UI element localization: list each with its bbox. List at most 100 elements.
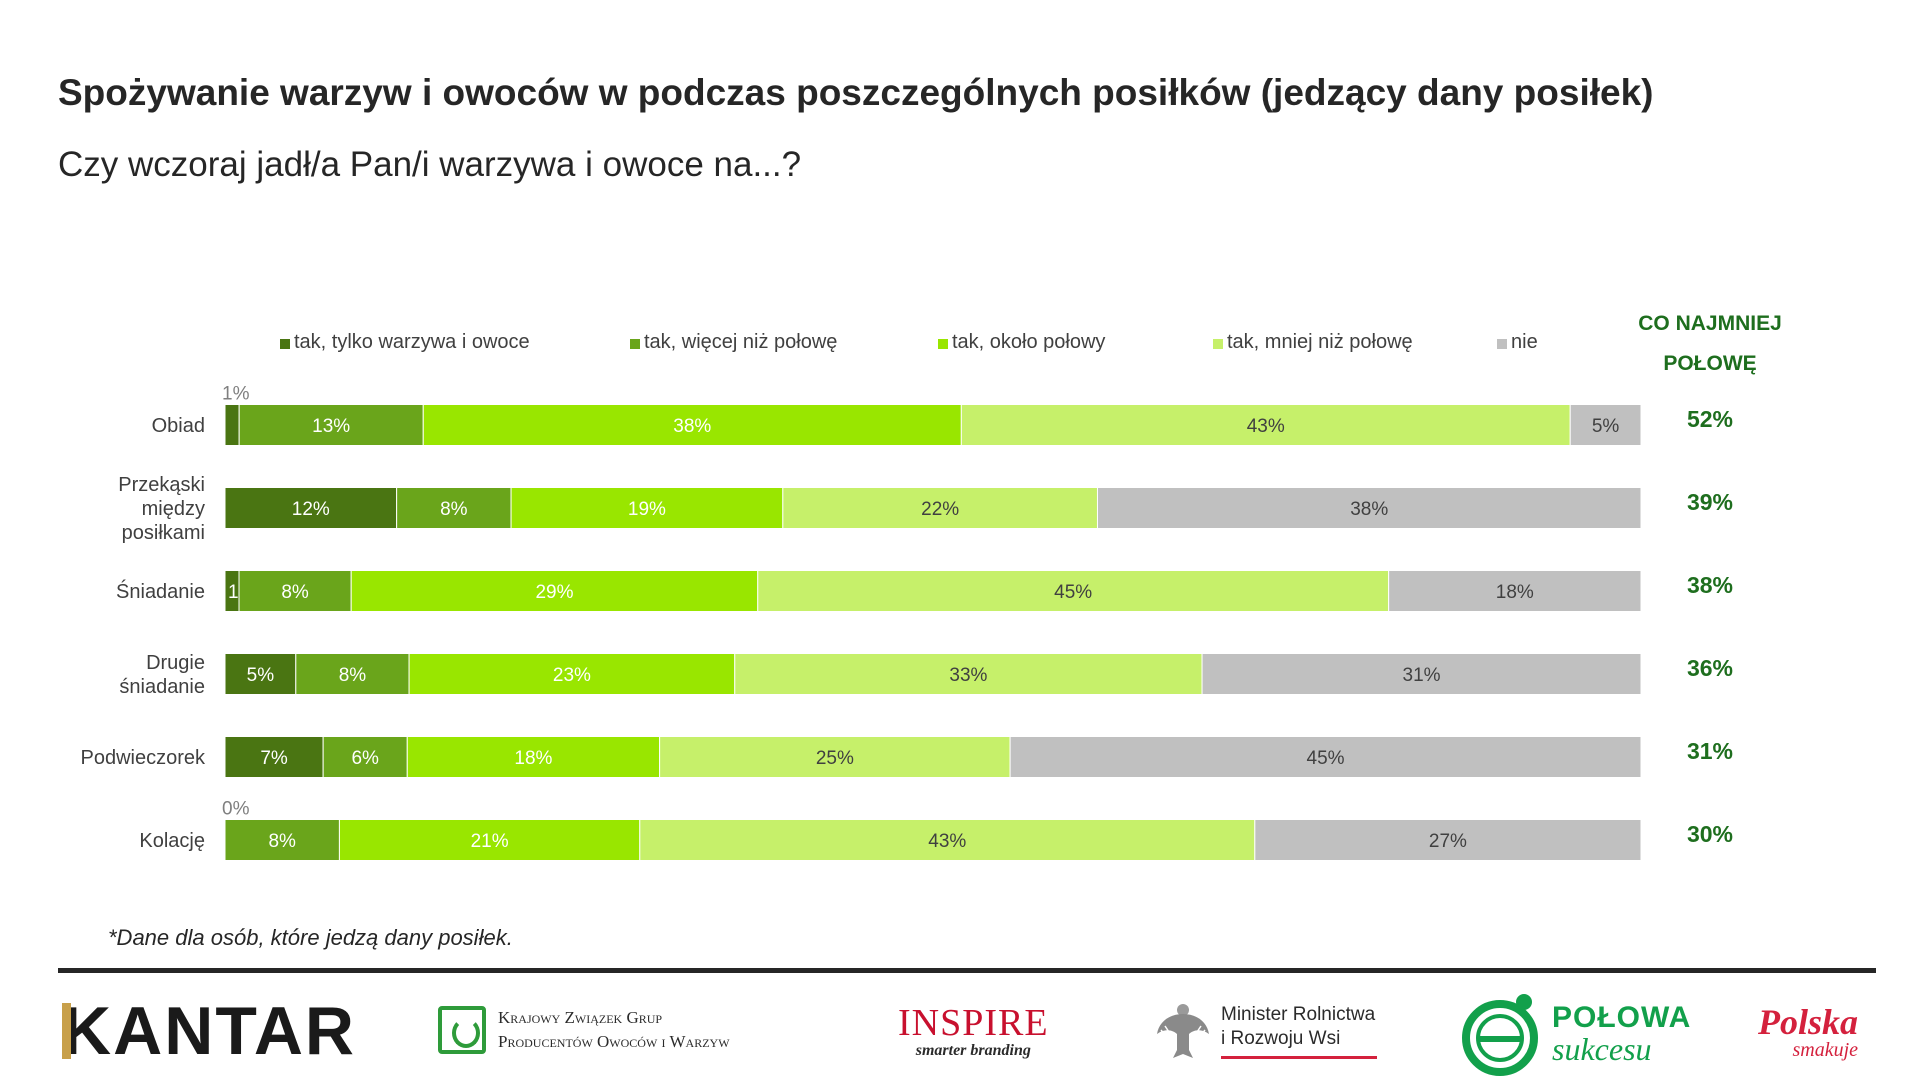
summary-value: 38% — [1687, 572, 1733, 598]
polska-line-1: Polska — [1758, 1002, 1859, 1042]
bar-segment — [1201, 653, 1642, 695]
legend-swatch — [280, 339, 290, 349]
kzgp-line-1: Krajowy Związek Grup — [498, 1008, 663, 1028]
data-label: 12% — [292, 499, 330, 520]
bar-segment — [1009, 736, 1642, 778]
data-label: 8% — [268, 831, 296, 852]
bar-segment — [238, 404, 424, 446]
data-label: 8% — [281, 582, 309, 603]
legend-label: tak, około połowy — [952, 331, 1105, 353]
bar-segment — [238, 570, 352, 612]
category-label: Przekąski — [118, 474, 205, 496]
bar-segment — [224, 819, 340, 861]
legend-label: nie — [1511, 331, 1538, 353]
bar-segment — [350, 570, 759, 612]
polowa-line-1: POŁOWA — [1552, 1001, 1692, 1034]
bar-segment — [1254, 819, 1642, 861]
bar-segment — [1388, 570, 1642, 612]
eagle-icon — [1157, 1004, 1209, 1058]
bar-segment — [659, 736, 1011, 778]
bar-segment — [322, 736, 408, 778]
legend-label: tak, więcej niż połowę — [644, 331, 837, 353]
minister-logo: Minister Rolnictwa i Rozwoju Wsi — [1155, 1000, 1377, 1062]
inspire-logo: INSPIRE smarter branding — [898, 1004, 1049, 1060]
data-label: 5% — [1592, 416, 1620, 437]
kzgp-logo-text: Krajowy Związek Grup Producentów Owoców … — [498, 1006, 730, 1054]
inspire-wordmark: INSPIRE — [898, 1002, 1049, 1044]
legend-label: tak, tylko warzywa i owoce — [294, 331, 530, 353]
category-label: śniadanie — [119, 676, 205, 698]
data-label: 38% — [673, 416, 711, 437]
summary-header: POŁOWĘ — [1663, 352, 1756, 375]
summary-value: 31% — [1687, 738, 1733, 764]
legend-swatch — [1497, 339, 1507, 349]
page-subtitle: Czy wczoraj jadł/a Pan/i warzywa i owoce… — [58, 145, 802, 184]
polska-smakuje-logo: Polska smakuje — [1758, 1004, 1858, 1060]
data-label: 31% — [1403, 665, 1441, 686]
data-label: 13% — [312, 416, 350, 437]
category-label: Podwieczorek — [80, 747, 206, 769]
minister-red-rule — [1221, 1056, 1377, 1060]
data-label: 43% — [928, 831, 966, 852]
data-label: 27% — [1429, 831, 1467, 852]
data-label: 8% — [440, 499, 468, 520]
minister-line-1: Minister Rolnictwa — [1221, 1003, 1376, 1025]
bar-segment — [338, 819, 641, 861]
kzgp-line-2: Producentów Owoców i Warzyw — [498, 1032, 730, 1051]
category-label: Obiad — [152, 415, 205, 437]
data-label: 6% — [351, 748, 379, 769]
bar-segment — [224, 487, 398, 529]
polowa-text-block: POŁOWA sukcesu — [1552, 1001, 1692, 1067]
data-label: 23% — [553, 665, 591, 686]
legend-label: tak, mniej niż połowę — [1227, 331, 1413, 353]
stacked-bar-chart: tak, tylko warzywa i owoce tak, więcej ni… — [80, 312, 1782, 861]
data-label: 25% — [816, 748, 854, 769]
data-label: 22% — [921, 499, 959, 520]
data-label: 29% — [535, 582, 573, 603]
minister-text-block: Minister Rolnictwa i Rozwoju Wsi — [1221, 1003, 1377, 1060]
legend-swatch — [630, 339, 640, 349]
data-label: 43% — [1247, 416, 1285, 437]
polska-line-2: smakuje — [1792, 1039, 1859, 1061]
summary-header: CO NAJMNIEJ — [1638, 312, 1782, 335]
footer-divider — [58, 968, 1876, 973]
legend-swatch — [1213, 339, 1223, 349]
data-label: 45% — [1307, 748, 1345, 769]
kantar-bar-mark — [62, 1003, 71, 1059]
bar-segment — [408, 653, 736, 695]
bar-segment — [1096, 487, 1642, 529]
bar-segment — [396, 487, 512, 529]
bar-segment — [295, 653, 410, 695]
data-label: 19% — [628, 499, 666, 520]
polowa-sukcesu-logo: POŁOWA sukcesu — [1458, 992, 1691, 1076]
bar-segment — [782, 487, 1098, 529]
kantar-wordmark: KANTAR — [62, 993, 357, 1069]
category-label: posiłkami — [122, 522, 205, 544]
summary-value: 36% — [1687, 655, 1733, 681]
page-title: Spożywanie warzyw i owoców w podczas pos… — [58, 72, 1654, 113]
inspire-tagline: smarter branding — [915, 1042, 1031, 1059]
bar-segment — [406, 736, 661, 778]
bar-segment — [224, 736, 324, 778]
data-label: 33% — [949, 665, 987, 686]
polowa-line-2: sukcesu — [1552, 1031, 1652, 1067]
bar-segment — [1569, 404, 1642, 446]
legend-swatch — [938, 339, 948, 349]
bar-segment — [224, 653, 297, 695]
kzgp-logo: Krajowy Związek Grup Producentów Owoców … — [438, 1006, 730, 1054]
summary-value: 52% — [1687, 406, 1733, 432]
data-label: 38% — [1350, 499, 1388, 520]
data-label: 18% — [1496, 582, 1534, 603]
data-label: 21% — [471, 831, 509, 852]
bar-segment — [510, 487, 784, 529]
data-label: 45% — [1054, 582, 1092, 603]
data-label: 1% — [222, 384, 250, 405]
summary-value: 30% — [1687, 821, 1733, 847]
category-label: Kolację — [139, 830, 205, 852]
data-label: 7% — [260, 748, 288, 769]
bar-segment — [639, 819, 1256, 861]
data-label: 18% — [514, 748, 552, 769]
kantar-logo: KANTAR — [62, 997, 356, 1065]
summary-value: 39% — [1687, 489, 1733, 515]
data-label: 0% — [222, 799, 250, 820]
